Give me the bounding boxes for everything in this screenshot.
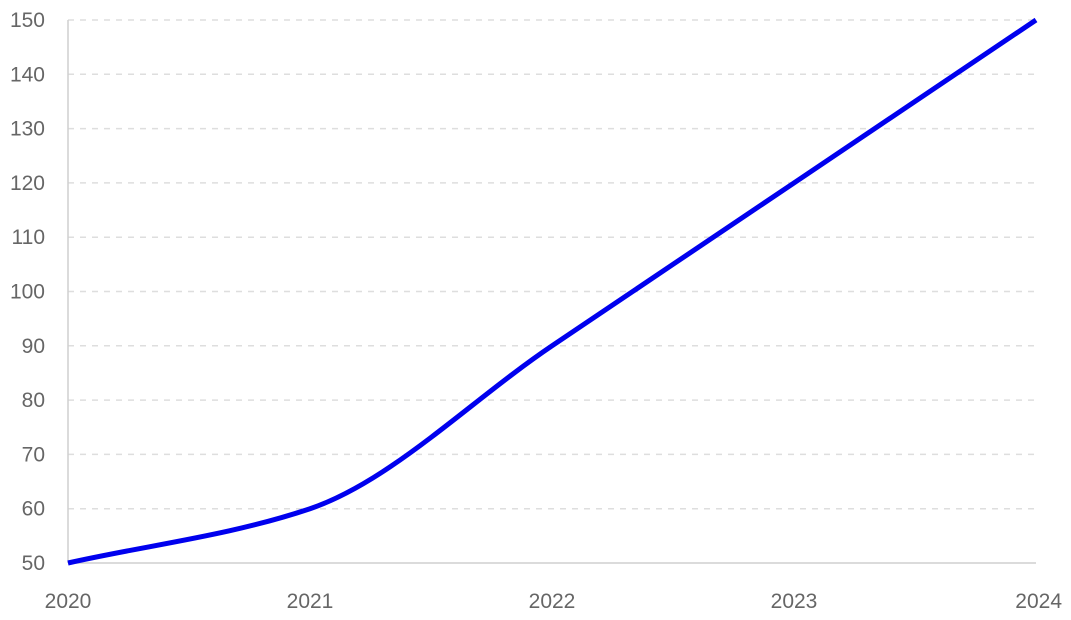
- axis-layer: [67, 20, 1036, 564]
- x-tick-labels: 2020 2021 2022 2023 2024: [45, 590, 1063, 613]
- x-tick-label: 2020: [45, 590, 92, 613]
- y-tick-label: 50: [22, 552, 45, 575]
- y-tick-label: 120: [10, 172, 45, 195]
- y-tick-label: 130: [10, 118, 45, 141]
- y-tick-labels: 50 60 70 80 90 100 110 120 130 140 150: [10, 9, 45, 575]
- y-tick-label: 60: [22, 498, 45, 521]
- x-tick-label: 2021: [287, 590, 334, 613]
- y-tick-label: 90: [22, 335, 45, 358]
- y-tick-label: 150: [10, 9, 45, 32]
- x-tick-label: 2024: [1015, 590, 1062, 613]
- y-tick-label: 100: [10, 281, 45, 304]
- x-tick-label: 2022: [529, 590, 576, 613]
- y-tick-label: 70: [22, 443, 45, 466]
- y-tick-label: 80: [22, 389, 45, 412]
- x-tick-label: 2023: [771, 590, 818, 613]
- grid-layer: [68, 19, 1036, 510]
- series-line: [67, 17, 1038, 566]
- y-tick-label: 140: [10, 63, 45, 86]
- series-layer: [67, 17, 1038, 566]
- y-tick-label: 110: [12, 226, 45, 249]
